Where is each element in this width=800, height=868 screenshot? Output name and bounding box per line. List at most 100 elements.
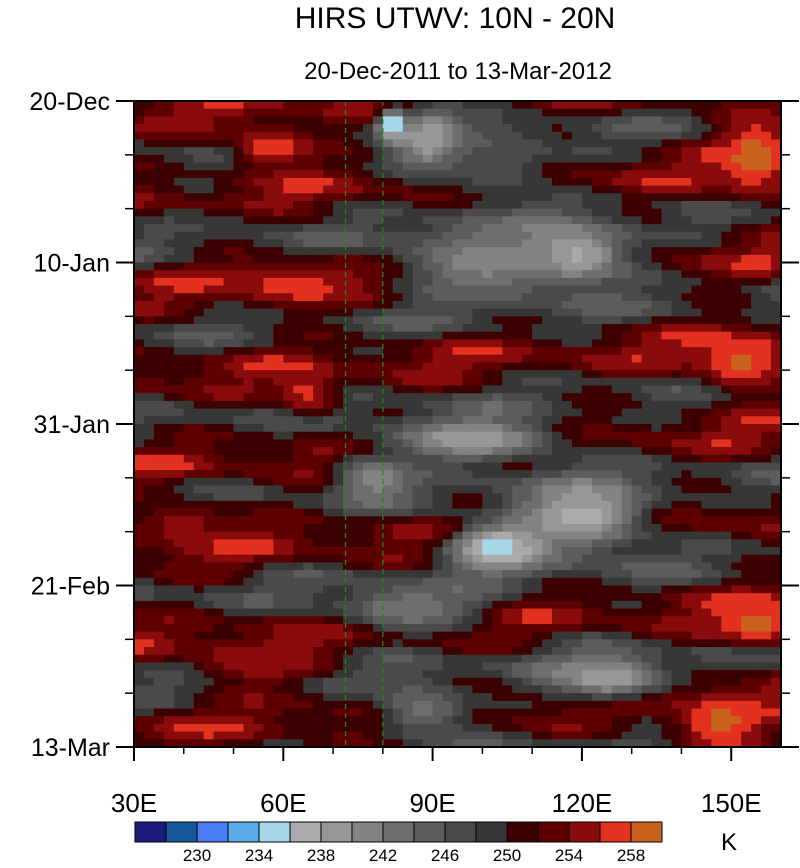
heatmap-cell <box>134 277 145 287</box>
heatmap-cell <box>323 623 334 633</box>
heatmap-cell <box>223 670 235 679</box>
heatmap-cell <box>472 185 483 194</box>
heatmap-cell <box>492 193 503 202</box>
heatmap-cell <box>173 500 185 510</box>
heatmap-cell <box>223 600 235 610</box>
heatmap-cell <box>691 300 702 310</box>
heatmap-cell <box>193 454 205 464</box>
heatmap-cell <box>651 131 663 141</box>
heatmap-cell <box>661 477 673 487</box>
heatmap-cell <box>143 231 155 241</box>
heatmap-cell <box>313 354 324 364</box>
heatmap-cell <box>542 400 553 410</box>
heatmap-cell <box>323 408 334 417</box>
heatmap-cell <box>472 685 483 694</box>
heatmap-cell <box>512 139 523 148</box>
heatmap-cell <box>163 623 175 633</box>
heatmap-cell <box>382 508 394 517</box>
heatmap-cell <box>233 154 245 164</box>
heatmap-cell <box>462 162 474 171</box>
heatmap-cell <box>442 200 454 210</box>
heatmap-cell <box>731 262 742 271</box>
heatmap-cell <box>273 208 284 217</box>
heatmap-cell <box>591 477 603 487</box>
heatmap-cell <box>542 347 553 356</box>
heatmap-cell <box>751 208 762 217</box>
heatmap-cell <box>532 508 543 517</box>
heatmap-cell <box>621 231 633 241</box>
heatmap-cell <box>223 416 235 425</box>
heatmap-cell <box>522 131 533 141</box>
heatmap-cell <box>542 662 553 671</box>
heatmap-cell <box>143 393 155 402</box>
heatmap-cell <box>293 531 304 540</box>
heatmap-cell <box>452 124 464 133</box>
heatmap-cell <box>333 224 344 233</box>
heatmap-cell <box>253 331 264 340</box>
heatmap-cell <box>213 424 225 433</box>
heatmap-cell <box>173 254 185 264</box>
heatmap-cell <box>323 508 334 517</box>
heatmap-cell <box>512 454 523 464</box>
heatmap-cell <box>253 354 264 364</box>
heatmap-cell <box>173 493 185 502</box>
heatmap-cell <box>532 247 543 256</box>
heatmap-cell <box>253 293 264 302</box>
heatmap-cell <box>751 139 762 148</box>
heatmap-cell <box>143 247 155 256</box>
heatmap-cell <box>671 247 683 256</box>
heatmap-cell <box>502 339 513 348</box>
heatmap-cell <box>253 447 264 456</box>
heatmap-cell <box>711 300 722 310</box>
heatmap-cell <box>641 516 653 525</box>
heatmap-cell <box>333 385 344 394</box>
heatmap-cell <box>701 170 712 179</box>
heatmap-cell <box>562 170 573 179</box>
heatmap-cell <box>542 523 553 533</box>
heatmap-cell <box>701 585 712 594</box>
heatmap-cell <box>392 300 404 310</box>
heatmap-cell <box>193 108 205 117</box>
heatmap-cell <box>203 300 215 310</box>
heatmap-cell <box>333 454 344 464</box>
heatmap-cell <box>263 124 274 133</box>
heatmap-cell <box>701 354 712 364</box>
heatmap-cell <box>711 485 722 494</box>
heatmap-cell <box>163 470 175 479</box>
heatmap-cell <box>512 462 523 471</box>
heatmap-cell <box>571 362 583 371</box>
heatmap-cell <box>472 439 483 448</box>
heatmap-cell <box>721 224 732 233</box>
heatmap-cell <box>562 216 573 225</box>
heatmap-cell <box>412 547 424 556</box>
heatmap-cell <box>412 670 424 679</box>
heatmap-cell <box>372 362 384 371</box>
heatmap-cell <box>681 262 693 271</box>
heatmap-cell <box>323 462 334 471</box>
heatmap-cell <box>552 101 563 110</box>
heatmap-cell <box>333 424 344 433</box>
heatmap-cell <box>313 262 324 271</box>
heatmap-cell <box>442 562 454 571</box>
heatmap-cell <box>442 631 454 640</box>
heatmap-cell <box>741 485 752 494</box>
heatmap-cell <box>452 562 464 571</box>
heatmap-cell <box>761 523 772 533</box>
heatmap-cell <box>522 354 533 364</box>
heatmap-cell <box>601 354 613 364</box>
heatmap-cell <box>681 193 693 202</box>
heatmap-cell <box>273 593 284 602</box>
heatmap-cell <box>452 523 464 533</box>
heatmap-cell <box>731 116 742 125</box>
heatmap-cell <box>641 154 653 164</box>
heatmap-cell <box>771 377 781 387</box>
heatmap-cell <box>333 677 344 687</box>
heatmap-cell <box>661 439 673 448</box>
heatmap-cell <box>701 108 712 117</box>
heatmap-cell <box>452 393 464 402</box>
heatmap-cell <box>352 224 364 233</box>
heatmap-cell <box>462 531 474 540</box>
heatmap-cell <box>243 593 255 602</box>
heatmap-cell <box>771 293 781 302</box>
heatmap-cell <box>253 216 264 225</box>
